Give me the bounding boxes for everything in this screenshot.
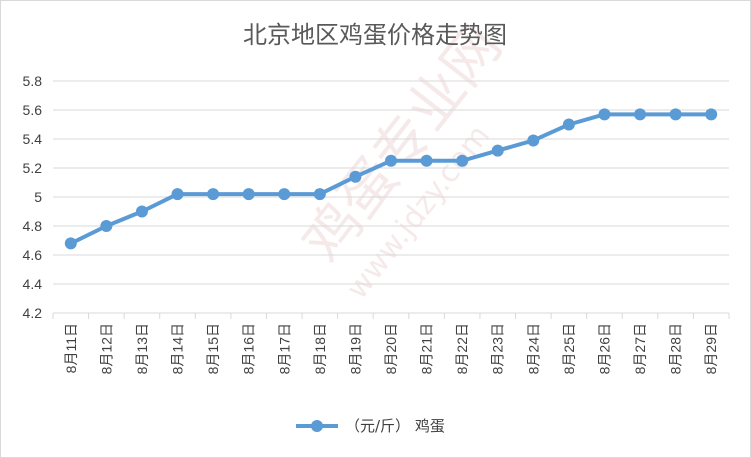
chart-title: 北京地区鸡蛋价格走势图 — [243, 21, 507, 49]
x-tick-label: 8月15日 — [205, 323, 221, 374]
data-point — [242, 188, 255, 201]
legend-marker — [311, 420, 323, 432]
data-point — [705, 108, 718, 121]
legend-label: （元/斤） 鸡蛋 — [345, 417, 445, 435]
series-layer — [64, 108, 718, 250]
y-tick-label: 4.2 — [23, 305, 43, 321]
x-tick-label: 8月28日 — [668, 323, 684, 374]
data-point — [527, 134, 540, 147]
y-tick-label: 5.8 — [23, 73, 43, 89]
data-point — [135, 205, 148, 218]
gridlines — [53, 80, 729, 314]
y-tick-label: 5 — [34, 189, 42, 205]
y-tick-label: 4.6 — [23, 247, 43, 263]
x-tick-label: 8月11日 — [63, 323, 79, 373]
data-point — [385, 154, 397, 167]
data-point — [349, 170, 362, 183]
x-tick-label: 8月13日 — [134, 323, 150, 374]
x-tick-label: 8月29日 — [703, 323, 719, 374]
x-tick-label: 8月26日 — [596, 323, 612, 374]
y-tick-label: 4.4 — [23, 276, 43, 292]
data-point — [598, 108, 611, 121]
x-tick-label: 8月12日 — [98, 323, 114, 374]
data-point — [64, 237, 77, 250]
y-tick-label: 5.2 — [23, 160, 43, 176]
x-tick-label: 8月24日 — [525, 323, 541, 374]
data-point — [100, 220, 113, 232]
data-point — [491, 144, 504, 157]
data-point — [313, 188, 326, 201]
x-axis: 8月11日 8月12日 8月13日 8月14日 8月15日 8月16日 8月17日 8月18日… — [52, 313, 730, 374]
legend: （元/斤） 鸡蛋 — [296, 417, 445, 435]
y-tick-label: 4.8 — [23, 218, 43, 234]
x-tick-label: 8月25日 — [561, 323, 577, 374]
x-tick-label: 8月19日 — [347, 323, 363, 374]
y-tick-label: 5.6 — [23, 102, 43, 118]
x-tick-label: 8月16日 — [241, 323, 257, 374]
x-tick-label: 8月18日 — [312, 323, 328, 374]
x-tick-label: 8月20日 — [383, 323, 399, 374]
x-tick-label: 8月22日 — [454, 323, 470, 374]
x-tick-label: 8月21日 — [419, 323, 435, 374]
data-point — [669, 108, 682, 121]
y-axis: 4.2 4.4 4.6 4.8 5 5.2 5.4 5.6 5.8 — [23, 73, 43, 321]
data-point — [171, 188, 184, 201]
x-tick-label: 8月17日 — [276, 323, 292, 374]
x-tick-label: 8月23日 — [490, 323, 506, 374]
data-point — [278, 188, 291, 201]
data-point — [634, 108, 647, 121]
y-tick-label: 5.4 — [23, 131, 43, 147]
data-point — [562, 118, 575, 131]
data-point — [420, 154, 433, 167]
data-point — [456, 154, 469, 167]
x-tick-label: 8月27日 — [632, 323, 648, 374]
x-tick-label: 8月14日 — [170, 323, 186, 374]
data-point — [207, 188, 220, 201]
